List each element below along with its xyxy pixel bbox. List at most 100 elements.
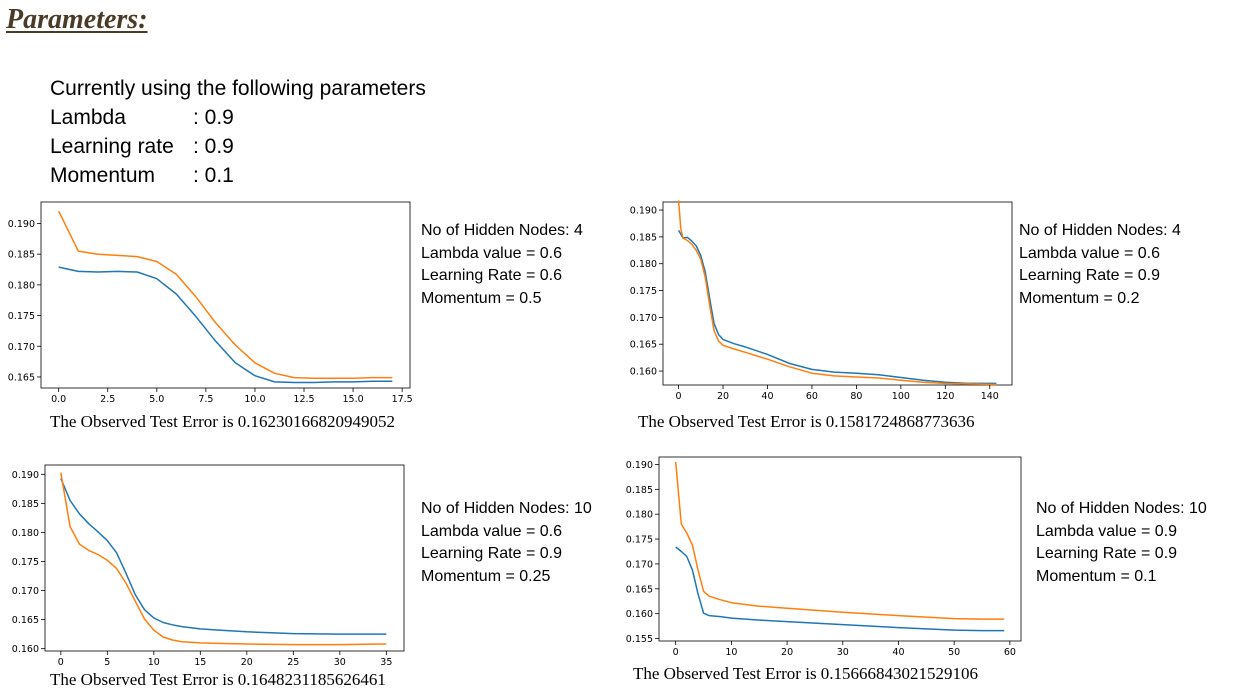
y-tick-label: 0.190 bbox=[630, 206, 657, 217]
y-tick-label: 0.165 bbox=[12, 615, 39, 626]
y-tick-label: 0.160 bbox=[630, 367, 657, 378]
info-momentum: Momentum = 0.25 bbox=[421, 567, 551, 585]
y-tick-label: 0.165 bbox=[626, 584, 653, 595]
x-tick-label: 20 bbox=[781, 647, 793, 658]
test-error-1: The Observed Test Error is 0.16230166820… bbox=[50, 412, 396, 431]
x-tick-label: 100 bbox=[892, 391, 910, 402]
x-tick-label: 17.5 bbox=[392, 394, 413, 405]
series-line-2 bbox=[677, 200, 997, 386]
x-tick-label: 0 bbox=[676, 391, 682, 402]
x-tick-label: 2.5 bbox=[100, 394, 115, 405]
x-tick-label: 5.0 bbox=[149, 394, 164, 405]
params-intro: Currently using the following parameters bbox=[50, 77, 426, 100]
series-line-1 bbox=[677, 230, 997, 385]
info-box-4: No of Hidden Nodes: 10 Lambda value = 0.… bbox=[1036, 498, 1207, 588]
param-value: : 0.1 bbox=[193, 164, 234, 187]
y-tick-label: 0.175 bbox=[8, 311, 35, 322]
param-label: Lambda bbox=[50, 106, 126, 129]
info-learning-rate: Learning Rate = 0.9 bbox=[421, 545, 562, 562]
param-value: : 0.9 bbox=[193, 135, 234, 158]
param-label: Learning rate bbox=[50, 135, 174, 158]
x-tick-label: 50 bbox=[948, 647, 960, 658]
info-momentum: Momentum = 0.1 bbox=[1036, 567, 1157, 585]
y-tick-label: 0.180 bbox=[8, 280, 35, 291]
x-tick-label: 30 bbox=[334, 657, 346, 668]
plot-frame bbox=[44, 464, 405, 652]
info-lambda: Lambda value = 0.6 bbox=[1019, 244, 1160, 262]
x-tick-label: 0.0 bbox=[51, 394, 66, 405]
y-tick-label: 0.170 bbox=[626, 559, 653, 570]
series-line-2 bbox=[58, 210, 393, 379]
parameter-block: Currently using the following parameters… bbox=[50, 74, 426, 190]
info-hidden-nodes: No of Hidden Nodes: 4 bbox=[1019, 222, 1181, 239]
x-tick-label: 80 bbox=[850, 391, 862, 402]
y-tick-label: 0.170 bbox=[8, 342, 35, 353]
param-row-learning-rate: Learning rate : 0.9 bbox=[50, 132, 426, 161]
param-row-momentum: Momentum : 0.1 bbox=[50, 161, 426, 190]
x-tick-label: 120 bbox=[936, 391, 954, 402]
x-tick-label: 12.5 bbox=[293, 394, 314, 405]
info-hidden-nodes: No of Hidden Nodes: 10 bbox=[1036, 500, 1207, 517]
info-learning-rate: Learning Rate = 0.6 bbox=[421, 267, 562, 284]
info-box-3: No of Hidden Nodes: 10 Lambda value = 0.… bbox=[421, 498, 592, 588]
param-row-lambda: Lambda : 0.9 bbox=[50, 103, 426, 132]
x-tick-label: 20 bbox=[241, 657, 253, 668]
y-tick-label: 0.170 bbox=[630, 313, 657, 324]
series-line-1 bbox=[60, 478, 387, 635]
plot-frame bbox=[662, 201, 1013, 386]
y-tick-label: 0.185 bbox=[8, 250, 35, 261]
series-line-1 bbox=[58, 266, 393, 384]
x-tick-label: 20 bbox=[717, 391, 729, 402]
x-tick-label: 7.5 bbox=[198, 394, 213, 405]
y-tick-label: 0.175 bbox=[12, 557, 39, 568]
loss-chart-4: 0 10 20 30 40 50 60 0.155 0.160 0.165 0.170 0.175 0.… bbox=[610, 452, 1030, 662]
y-tick-label: 0.190 bbox=[12, 470, 39, 481]
y-tick-label: 0.165 bbox=[630, 340, 657, 351]
y-tick-label: 0.180 bbox=[12, 528, 39, 539]
y-tick-label: 0.180 bbox=[630, 259, 657, 270]
x-tick-label: 40 bbox=[761, 391, 773, 402]
x-tick-label: 0 bbox=[673, 647, 679, 658]
y-tick-label: 0.170 bbox=[12, 586, 39, 597]
series-line-2 bbox=[60, 472, 387, 646]
x-tick-label: 10 bbox=[725, 647, 737, 658]
info-momentum: Momentum = 0.5 bbox=[421, 289, 542, 307]
y-tick-label: 0.160 bbox=[12, 644, 39, 655]
info-learning-rate: Learning Rate = 0.9 bbox=[1036, 545, 1177, 562]
test-error-4: The Observed Test Error is 0.15666843021… bbox=[633, 664, 979, 683]
loss-chart-2: 0 20 40 60 80 100 120 140 0.160 0.165 0.170 0.175 0.… bbox=[610, 198, 1020, 408]
info-lambda: Lambda value = 0.6 bbox=[421, 522, 562, 540]
info-learning-rate: Learning Rate = 0.9 bbox=[1019, 267, 1160, 284]
x-tick-label: 0 bbox=[58, 657, 64, 668]
page-title: Parameters: bbox=[6, 4, 148, 35]
loss-chart-1: 0.0 2.5 5.0 7.5 10.0 12.5 15.0 17.5 0.165 0.170 0.… bbox=[0, 198, 420, 408]
loss-chart-3: 0 5 10 15 20 25 30 35 0.160 0.165 0.170 0.175 0.180 0… bbox=[0, 460, 410, 670]
info-box-2: No of Hidden Nodes: 4 Lambda value = 0.6… bbox=[1019, 220, 1181, 310]
plot-frame bbox=[658, 456, 1022, 642]
y-tick-label: 0.180 bbox=[626, 510, 653, 521]
x-tick-label: 10.0 bbox=[244, 394, 265, 405]
info-hidden-nodes: No of Hidden Nodes: 10 bbox=[421, 500, 592, 517]
info-momentum: Momentum = 0.2 bbox=[1019, 289, 1140, 307]
x-tick-label: 5 bbox=[104, 657, 110, 668]
x-tick-label: 30 bbox=[837, 647, 849, 658]
x-tick-label: 40 bbox=[892, 647, 904, 658]
y-tick-label: 0.175 bbox=[630, 286, 657, 297]
y-tick-label: 0.185 bbox=[12, 499, 39, 510]
param-label: Momentum bbox=[50, 164, 156, 187]
plot-frame bbox=[40, 201, 411, 389]
test-error-2: The Observed Test Error is 0.15817248687… bbox=[638, 412, 975, 431]
series-line-2 bbox=[674, 461, 1005, 620]
x-tick-label: 15.0 bbox=[343, 394, 364, 405]
y-tick-label: 0.190 bbox=[8, 219, 35, 230]
info-hidden-nodes: No of Hidden Nodes: 4 bbox=[421, 222, 583, 239]
info-lambda: Lambda value = 0.6 bbox=[421, 244, 562, 262]
y-tick-label: 0.190 bbox=[626, 460, 653, 471]
y-tick-label: 0.160 bbox=[626, 609, 653, 620]
x-tick-label: 35 bbox=[380, 657, 392, 668]
x-tick-label: 140 bbox=[981, 391, 999, 402]
param-value: : 0.9 bbox=[193, 106, 234, 129]
y-tick-label: 0.155 bbox=[626, 634, 653, 645]
x-tick-label: 60 bbox=[806, 391, 818, 402]
x-tick-label: 10 bbox=[148, 657, 160, 668]
